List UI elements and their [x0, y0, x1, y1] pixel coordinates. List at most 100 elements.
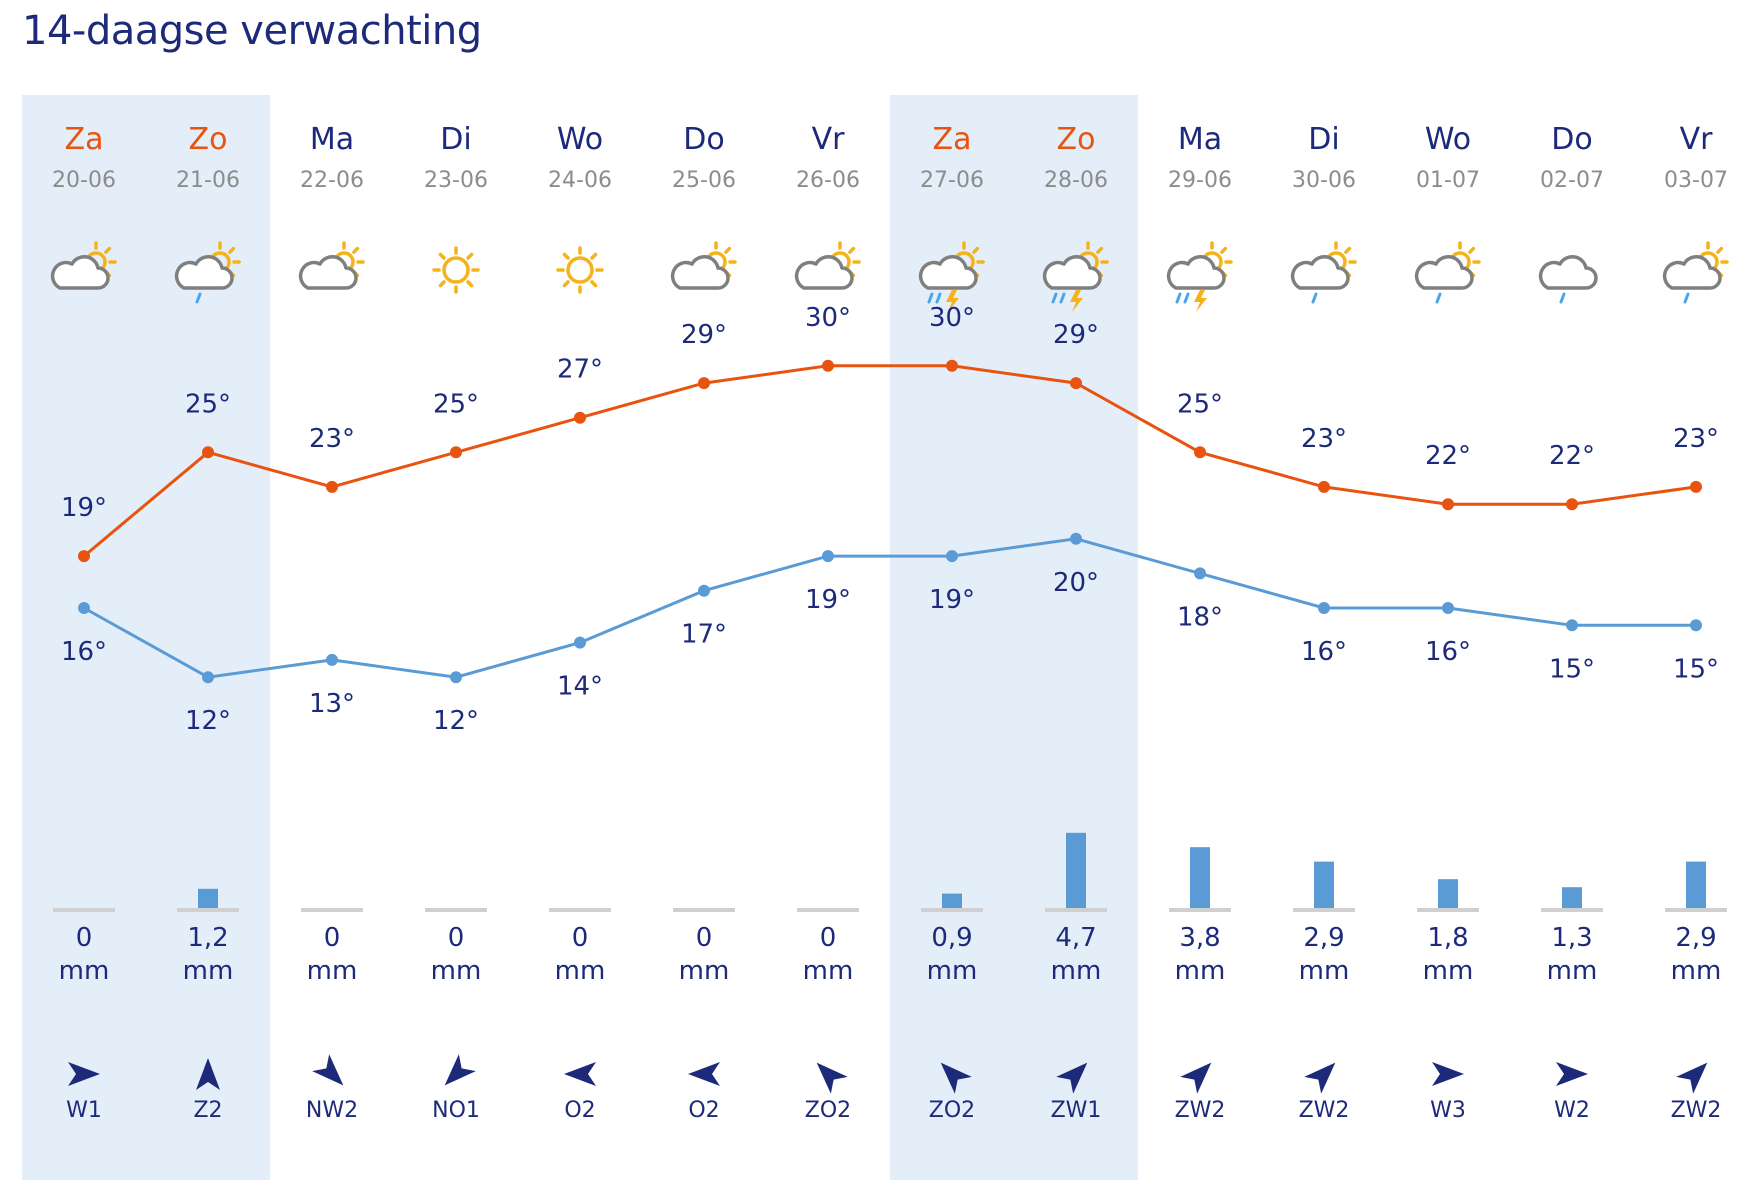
precip-unit: mm	[183, 956, 234, 986]
max-temp-label: 29°	[1053, 320, 1099, 350]
max-temp-label: 30°	[929, 303, 975, 333]
sun-cloud-rain-icon	[1414, 241, 1481, 304]
precip-unit: mm	[803, 956, 854, 986]
precip-bar	[1314, 861, 1334, 908]
max-temp-label: 29°	[681, 320, 727, 350]
wind-arrow-icon	[1676, 1062, 1708, 1094]
day-label: Vr	[1680, 122, 1714, 157]
min-temp-label: 16°	[1425, 637, 1471, 667]
date-label: 24-06	[548, 168, 612, 193]
wind-arrow-icon	[1180, 1062, 1212, 1094]
wind-label: W3	[1430, 1098, 1466, 1123]
min-temp-label: 20°	[1053, 568, 1099, 598]
sun-cloud-rain-icon	[174, 241, 241, 304]
precip-unit: mm	[1051, 956, 1102, 986]
day-label: Di	[440, 122, 471, 157]
precip-bar	[1066, 832, 1086, 908]
wind-label: ZO2	[929, 1098, 975, 1123]
sun-icon	[556, 246, 604, 294]
day-label: Zo	[189, 122, 228, 157]
precip-unit: mm	[1175, 956, 1226, 986]
precip-bar	[1562, 887, 1582, 908]
max-temp-label: 23°	[1301, 424, 1347, 454]
max-temp-point	[822, 359, 834, 372]
wind-label: W2	[1554, 1098, 1590, 1123]
date-label: 30-06	[1292, 168, 1356, 193]
max-temp-label: 23°	[1673, 424, 1719, 454]
min-temp-label: 19°	[929, 585, 975, 615]
max-temp-line	[83, 364, 1697, 558]
precip-label: 4,7	[1055, 923, 1096, 953]
sun-cloud-rain-icon	[1290, 241, 1357, 304]
wind-arrow-icon	[1056, 1062, 1088, 1094]
min-temp-point	[822, 550, 834, 563]
max-temp-point	[1318, 480, 1330, 493]
day-label: Zo	[1057, 122, 1096, 157]
max-temp-point	[698, 377, 710, 390]
max-temp-point	[1690, 480, 1702, 493]
date-label: 02-07	[1540, 168, 1604, 193]
sun-cloud-icon	[298, 241, 365, 290]
min-temp-label: 17°	[681, 620, 727, 650]
max-temp-label: 25°	[185, 389, 231, 419]
max-temp-label: 23°	[309, 424, 355, 454]
max-temp-point	[1566, 498, 1578, 511]
date-label: 21-06	[176, 168, 240, 193]
max-temp-label: 25°	[1177, 389, 1223, 419]
day-label: Ma	[310, 122, 354, 157]
min-temp-point	[698, 584, 710, 597]
wind-label: ZW2	[1175, 1098, 1226, 1123]
min-temp-point	[450, 671, 462, 684]
wind-arrow-icon	[196, 1058, 220, 1090]
precip-label: 2,9	[1675, 923, 1716, 953]
min-temp-label: 18°	[1177, 602, 1223, 632]
wind-label: ZW1	[1051, 1098, 1102, 1123]
max-temp-point	[450, 446, 462, 459]
precip-bar	[1438, 879, 1458, 908]
min-temp-point	[1070, 532, 1082, 545]
wind-arrow-icon	[68, 1062, 100, 1086]
wind-label: ZW2	[1299, 1098, 1350, 1123]
wind-arrow-icon	[816, 1062, 848, 1094]
page-title: 14-daagse verwachting	[22, 8, 482, 54]
precip-label: 1,3	[1551, 923, 1592, 953]
date-label: 23-06	[424, 168, 488, 193]
precip-label: 0	[572, 923, 589, 953]
wind-arrow-icon	[940, 1062, 972, 1094]
precip-label: 0	[820, 923, 837, 953]
max-temp-label: 22°	[1425, 441, 1471, 471]
precip-unit: mm	[1547, 956, 1598, 986]
wind-arrow-icon	[1432, 1062, 1464, 1086]
date-label: 29-06	[1168, 168, 1232, 193]
min-temp-point	[78, 602, 90, 614]
precip-label: 0	[696, 923, 713, 953]
day-label: Di	[1308, 122, 1339, 157]
min-temp-point	[1194, 567, 1206, 580]
max-temp-point	[574, 411, 586, 424]
precip-label: 0	[76, 923, 93, 953]
sun-cloud-thunder-icon	[918, 241, 985, 312]
day-label: Za	[65, 122, 104, 157]
min-temp-label: 12°	[185, 706, 231, 736]
day-label: Za	[933, 122, 972, 157]
sun-icon	[432, 246, 480, 294]
day-label: Wo	[1425, 122, 1471, 157]
max-temp-point	[1442, 498, 1454, 511]
date-label: 03-07	[1664, 168, 1728, 193]
precip-label: 0	[448, 923, 465, 953]
wind-label: ZW2	[1671, 1098, 1722, 1123]
day-label: Vr	[812, 122, 846, 157]
precip-unit: mm	[555, 956, 606, 986]
min-temp-point	[1690, 619, 1702, 632]
precip-unit: mm	[1299, 956, 1350, 986]
max-temp-point	[78, 550, 90, 563]
max-temp-point	[202, 446, 214, 459]
wind-arrow-icon	[1556, 1062, 1588, 1086]
sun-cloud-icon	[50, 241, 117, 290]
precip-label: 0	[324, 923, 341, 953]
max-temp-point	[946, 359, 958, 372]
precip-unit: mm	[1671, 956, 1722, 986]
precip-unit: mm	[307, 956, 358, 986]
wind-arrow-icon	[312, 1054, 344, 1086]
